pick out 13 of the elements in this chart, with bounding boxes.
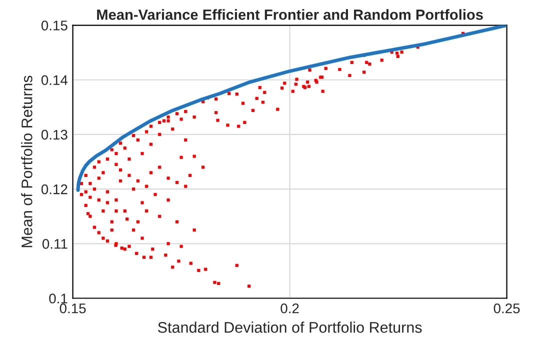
line-series <box>76 25 507 192</box>
x-axis-title: Standard Deviation of Portfolio Returns <box>158 322 422 333</box>
y-axis-title: Mean of Portfolio Returns <box>21 76 32 248</box>
y-tick-label: 0.1 <box>49 294 68 304</box>
y-tick-label: 0.12 <box>41 184 68 194</box>
y-tick-label: 0.15 <box>41 20 68 30</box>
y-tick-label: 0.11 <box>42 238 68 249</box>
chart-title: Mean-Variance Efficient Frontier and Random Portfolios <box>97 9 483 20</box>
x-tick-label: 0.25 <box>494 303 520 314</box>
y-tick-label: 0.13 <box>41 130 68 140</box>
y-tick-label: 0.14 <box>41 75 68 86</box>
x-tick-label: 0.15 <box>60 303 86 314</box>
x-tick-label: 0.2 <box>280 303 299 314</box>
